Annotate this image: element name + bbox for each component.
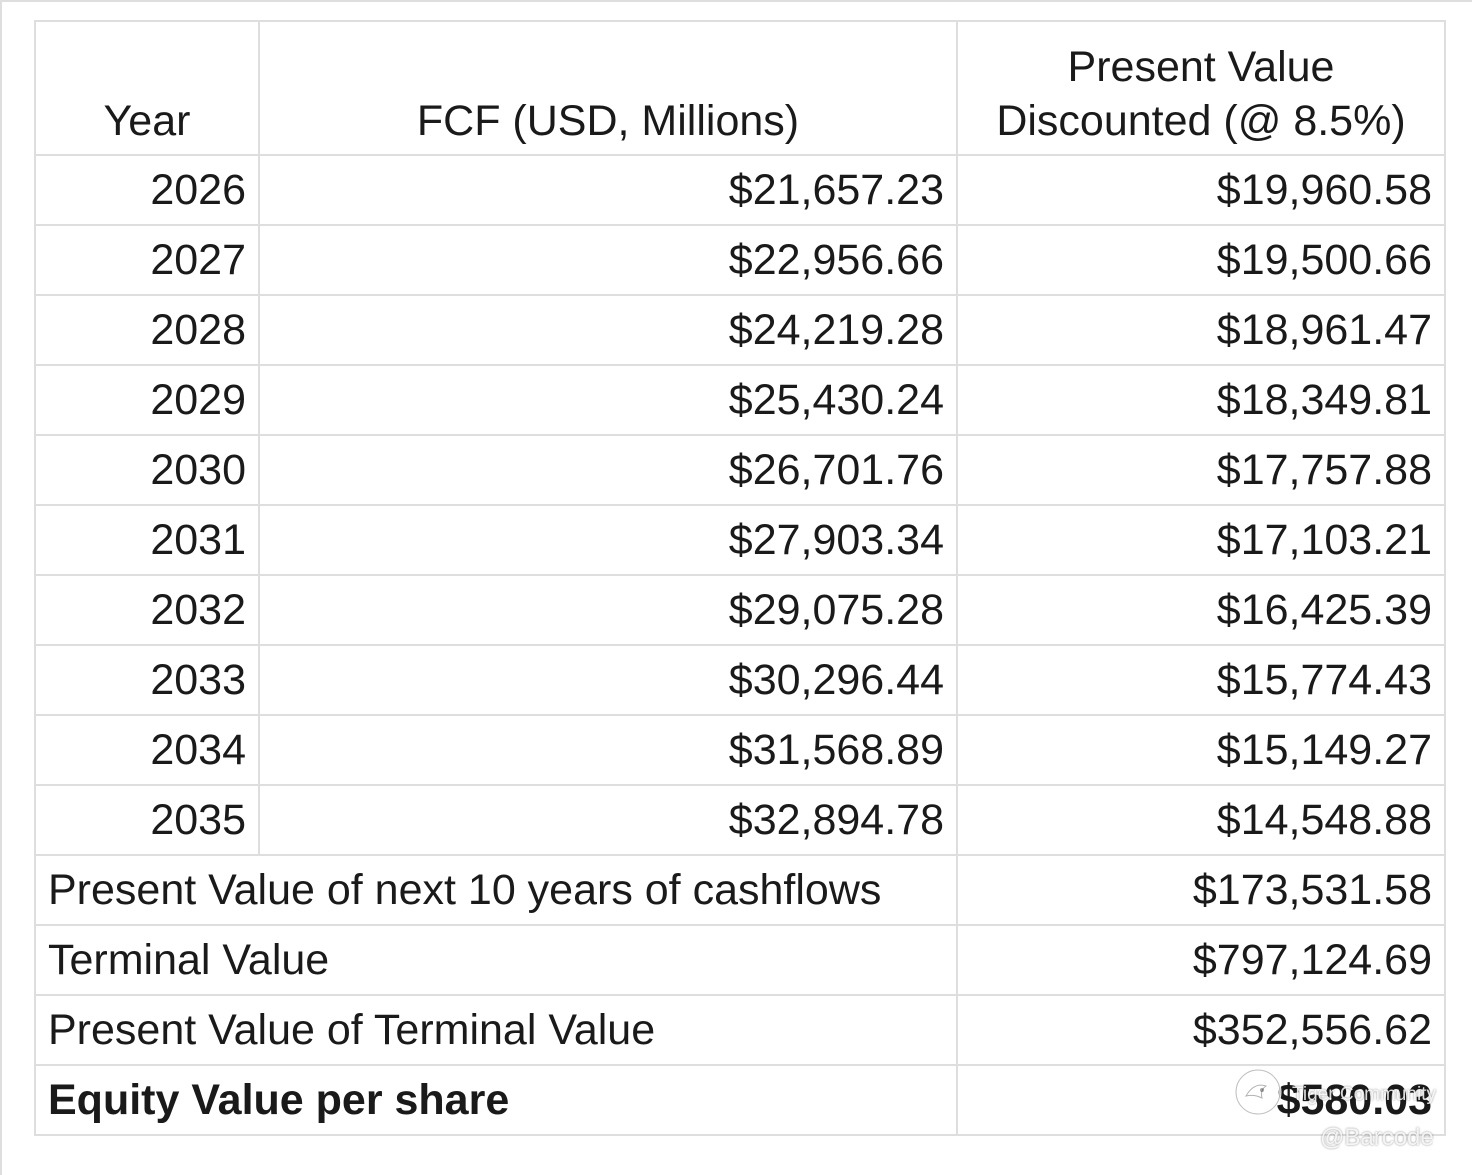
year-cell[interactable]: 2031 <box>34 504 260 576</box>
header-row: Year FCF (USD, Millions) Present Value D… <box>34 20 1446 156</box>
fcf-cell[interactable]: $24,219.28 <box>258 294 958 366</box>
fcf-cell[interactable]: $21,657.23 <box>258 154 958 226</box>
year-cell[interactable]: 2035 <box>34 784 260 856</box>
pv-cell[interactable]: $19,500.66 <box>956 224 1446 296</box>
summary-label[interactable]: Present Value of next 10 years of cashfl… <box>34 854 958 926</box>
pv-cell[interactable]: $18,961.47 <box>956 294 1446 366</box>
summary-label[interactable]: Equity Value per share <box>34 1064 958 1136</box>
table-row: 2027 $22,956.66 $19,500.66 <box>34 224 1446 296</box>
table-row: 2032 $29,075.28 $16,425.39 <box>34 574 1446 646</box>
fcf-cell[interactable]: $22,956.66 <box>258 224 958 296</box>
pv-cell[interactable]: $17,103.21 <box>956 504 1446 576</box>
summary-label[interactable]: Present Value of Terminal Value <box>34 994 958 1066</box>
table-row: 2029 $25,430.24 $18,349.81 <box>34 364 1446 436</box>
summary-value[interactable]: $797,124.69 <box>956 924 1446 996</box>
dcf-table: Year FCF (USD, Millions) Present Value D… <box>34 20 1446 1136</box>
summary-value[interactable]: $352,556.62 <box>956 994 1446 1066</box>
header-present-value[interactable]: Present Value Discounted (@ 8.5%) <box>956 20 1446 156</box>
fcf-cell[interactable]: $32,894.78 <box>258 784 958 856</box>
table-row: 2035 $32,894.78 $14,548.88 <box>34 784 1446 856</box>
pv-cell[interactable]: $16,425.39 <box>956 574 1446 646</box>
year-cell[interactable]: 2029 <box>34 364 260 436</box>
header-pv-line2: Discounted (@ 8.5%) <box>996 97 1406 145</box>
summary-value[interactable]: $173,531.58 <box>956 854 1446 926</box>
year-cell[interactable]: 2028 <box>34 294 260 366</box>
fcf-cell[interactable]: $30,296.44 <box>258 644 958 716</box>
table-row: 2033 $30,296.44 $15,774.43 <box>34 644 1446 716</box>
table-row: 2026 $21,657.23 $19,960.58 <box>34 154 1446 226</box>
header-pv-line1: Present Value <box>1067 43 1335 91</box>
summary-value[interactable]: $580.03 <box>956 1064 1446 1136</box>
year-cell[interactable]: 2032 <box>34 574 260 646</box>
table-row: 2034 $31,568.89 $15,149.27 <box>34 714 1446 786</box>
table-row: 2028 $24,219.28 $18,961.47 <box>34 294 1446 366</box>
pv-cell[interactable]: $19,960.58 <box>956 154 1446 226</box>
year-cell[interactable]: 2027 <box>34 224 260 296</box>
pv-cell[interactable]: $15,149.27 <box>956 714 1446 786</box>
summary-row-terminal-value: Terminal Value $797,124.69 <box>34 924 1446 996</box>
pv-cell[interactable]: $15,774.43 <box>956 644 1446 716</box>
fcf-cell[interactable]: $25,430.24 <box>258 364 958 436</box>
fcf-cell[interactable]: $27,903.34 <box>258 504 958 576</box>
fcf-cell[interactable]: $31,568.89 <box>258 714 958 786</box>
table-row: 2030 $26,701.76 $17,757.88 <box>34 434 1446 506</box>
year-cell[interactable]: 2034 <box>34 714 260 786</box>
year-cell[interactable]: 2033 <box>34 644 260 716</box>
year-cell[interactable]: 2030 <box>34 434 260 506</box>
fcf-cell[interactable]: $29,075.28 <box>258 574 958 646</box>
header-fcf[interactable]: FCF (USD, Millions) <box>258 20 958 156</box>
table-row: 2031 $27,903.34 $17,103.21 <box>34 504 1446 576</box>
summary-row-pv-terminal-value: Present Value of Terminal Value $352,556… <box>34 994 1446 1066</box>
summary-label[interactable]: Terminal Value <box>34 924 958 996</box>
summary-row-equity-value: Equity Value per share $580.03 <box>34 1064 1446 1136</box>
pv-cell[interactable]: $14,548.88 <box>956 784 1446 856</box>
summary-row-pv-cashflows: Present Value of next 10 years of cashfl… <box>34 854 1446 926</box>
pv-cell[interactable]: $18,349.81 <box>956 364 1446 436</box>
fcf-cell[interactable]: $26,701.76 <box>258 434 958 506</box>
year-cell[interactable]: 2026 <box>34 154 260 226</box>
header-year[interactable]: Year <box>34 20 260 156</box>
pv-cell[interactable]: $17,757.88 <box>956 434 1446 506</box>
